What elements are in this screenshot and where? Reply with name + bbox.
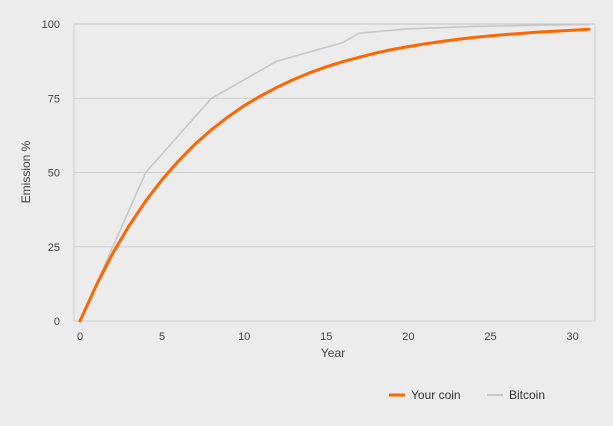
series-line-bitcoin: [79, 23, 590, 322]
y-tick-label: 100: [42, 19, 60, 31]
y-axis-title: Emission %: [19, 140, 33, 203]
x-tick-label: 0: [77, 331, 83, 343]
series-line-your-coin: [78, 27, 591, 323]
y-tick-label: 50: [48, 168, 60, 180]
x-tick-label: 15: [320, 331, 332, 343]
x-axis-title: Year: [321, 346, 345, 360]
x-tick-label: 30: [566, 331, 578, 343]
x-tick-label: 10: [238, 331, 250, 343]
y-tick-label: 75: [48, 93, 60, 105]
y-tick-labels: 0 25 50 75 100: [42, 19, 60, 328]
x-tick-labels: 0 5 10 15 20 25 30: [77, 331, 579, 343]
y-tick-label: 25: [48, 242, 60, 254]
series-lines: [78, 23, 591, 323]
legend-label-bitcoin: Bitcoin: [509, 388, 545, 402]
y-tick-label: 0: [54, 316, 60, 328]
legend: Your coin Bitcoin: [389, 388, 545, 402]
legend-label-your-coin: Your coin: [411, 388, 461, 402]
x-tick-label: 20: [402, 331, 414, 343]
grid-lines: [73, 23, 596, 322]
x-tick-label: 25: [484, 331, 496, 343]
x-tick-label: 5: [159, 331, 165, 343]
